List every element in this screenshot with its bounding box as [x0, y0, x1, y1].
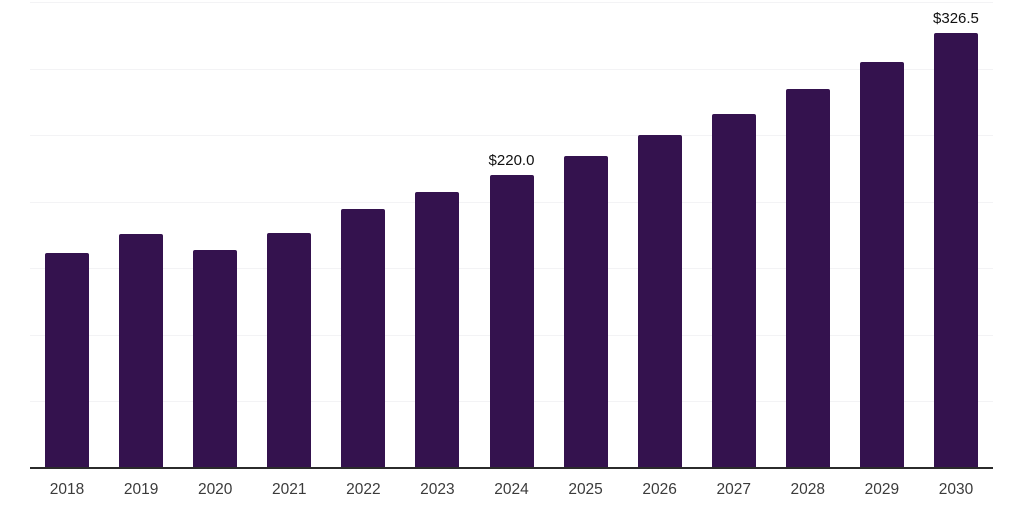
bar — [711, 113, 756, 468]
x-tick-label: 2023 — [420, 481, 455, 498]
x-tick-label: 2026 — [642, 481, 677, 498]
gridline — [30, 2, 993, 3]
plot-area: $220.0 $326.5 — [30, 2, 993, 468]
gridline — [30, 68, 993, 70]
x-tick-label: 2027 — [716, 481, 751, 498]
x-tick-label: 2022 — [346, 481, 381, 498]
x-axis-line — [30, 467, 993, 469]
x-tick-label: 2021 — [272, 481, 307, 498]
x-tick-label: 2019 — [123, 481, 159, 498]
x-tick-label: 2020 — [197, 481, 233, 498]
bar — [415, 192, 460, 468]
gridline — [30, 135, 993, 137]
bar — [859, 61, 904, 468]
bar — [933, 33, 978, 468]
bar — [563, 156, 608, 468]
bar — [193, 250, 238, 468]
x-tick-label: 2025 — [568, 481, 603, 498]
x-tick-label: 2024 — [494, 481, 529, 498]
x-axis: 2018 2019 2020 2021 2022 2023 2024 2025 2026 2027… — [30, 481, 993, 505]
bar-value-label: $326.5 — [933, 10, 979, 28]
bar — [341, 209, 386, 468]
bar — [637, 135, 682, 468]
bar — [785, 89, 830, 468]
bar — [119, 233, 164, 468]
bar — [489, 175, 534, 468]
bar — [267, 233, 312, 468]
x-tick-label: 2028 — [790, 481, 826, 498]
x-tick-label: 2030 — [938, 481, 974, 498]
bar-value-label: $220.0 — [488, 152, 535, 170]
x-tick-label: 2018 — [49, 481, 85, 498]
x-tick-label: 2029 — [864, 481, 900, 498]
bar — [45, 252, 90, 468]
